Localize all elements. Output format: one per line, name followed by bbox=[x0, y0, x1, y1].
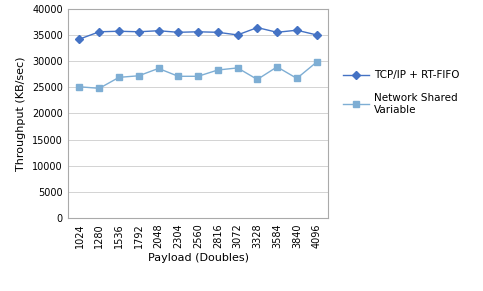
Network Shared
Variable bbox=[136, 74, 142, 77]
TCP/IP + RT-FIFO bbox=[313, 33, 319, 37]
TCP/IP + RT-FIFO bbox=[215, 31, 221, 34]
Network Shared
Variable bbox=[195, 74, 201, 78]
TCP/IP + RT-FIFO bbox=[274, 31, 280, 34]
Network Shared
Variable bbox=[294, 77, 300, 80]
TCP/IP + RT-FIFO bbox=[175, 31, 181, 34]
X-axis label: Payload (Doubles): Payload (Doubles) bbox=[147, 253, 249, 263]
Network Shared
Variable bbox=[215, 68, 221, 72]
TCP/IP + RT-FIFO bbox=[96, 30, 102, 33]
TCP/IP + RT-FIFO bbox=[156, 29, 161, 33]
Network Shared
Variable bbox=[255, 78, 260, 81]
TCP/IP + RT-FIFO bbox=[77, 37, 83, 41]
TCP/IP + RT-FIFO bbox=[235, 33, 241, 37]
TCP/IP + RT-FIFO bbox=[116, 29, 122, 33]
Network Shared
Variable bbox=[235, 66, 241, 70]
Network Shared
Variable bbox=[156, 67, 161, 70]
Network Shared
Variable bbox=[313, 61, 319, 64]
Network Shared
Variable bbox=[96, 87, 102, 90]
Network Shared
Variable bbox=[116, 76, 122, 79]
TCP/IP + RT-FIFO bbox=[195, 30, 201, 33]
Line: Network Shared
Variable: Network Shared Variable bbox=[76, 59, 320, 92]
Line: TCP/IP + RT-FIFO: TCP/IP + RT-FIFO bbox=[77, 25, 319, 42]
TCP/IP + RT-FIFO bbox=[255, 26, 260, 29]
TCP/IP + RT-FIFO bbox=[294, 29, 300, 32]
Y-axis label: Throughput (KB/sec): Throughput (KB/sec) bbox=[16, 56, 27, 171]
Legend: TCP/IP + RT-FIFO, Network Shared
Variable: TCP/IP + RT-FIFO, Network Shared Variabl… bbox=[339, 66, 464, 119]
TCP/IP + RT-FIFO bbox=[136, 30, 142, 33]
Network Shared
Variable bbox=[175, 74, 181, 78]
Network Shared
Variable bbox=[274, 65, 280, 69]
Network Shared
Variable bbox=[77, 85, 83, 88]
